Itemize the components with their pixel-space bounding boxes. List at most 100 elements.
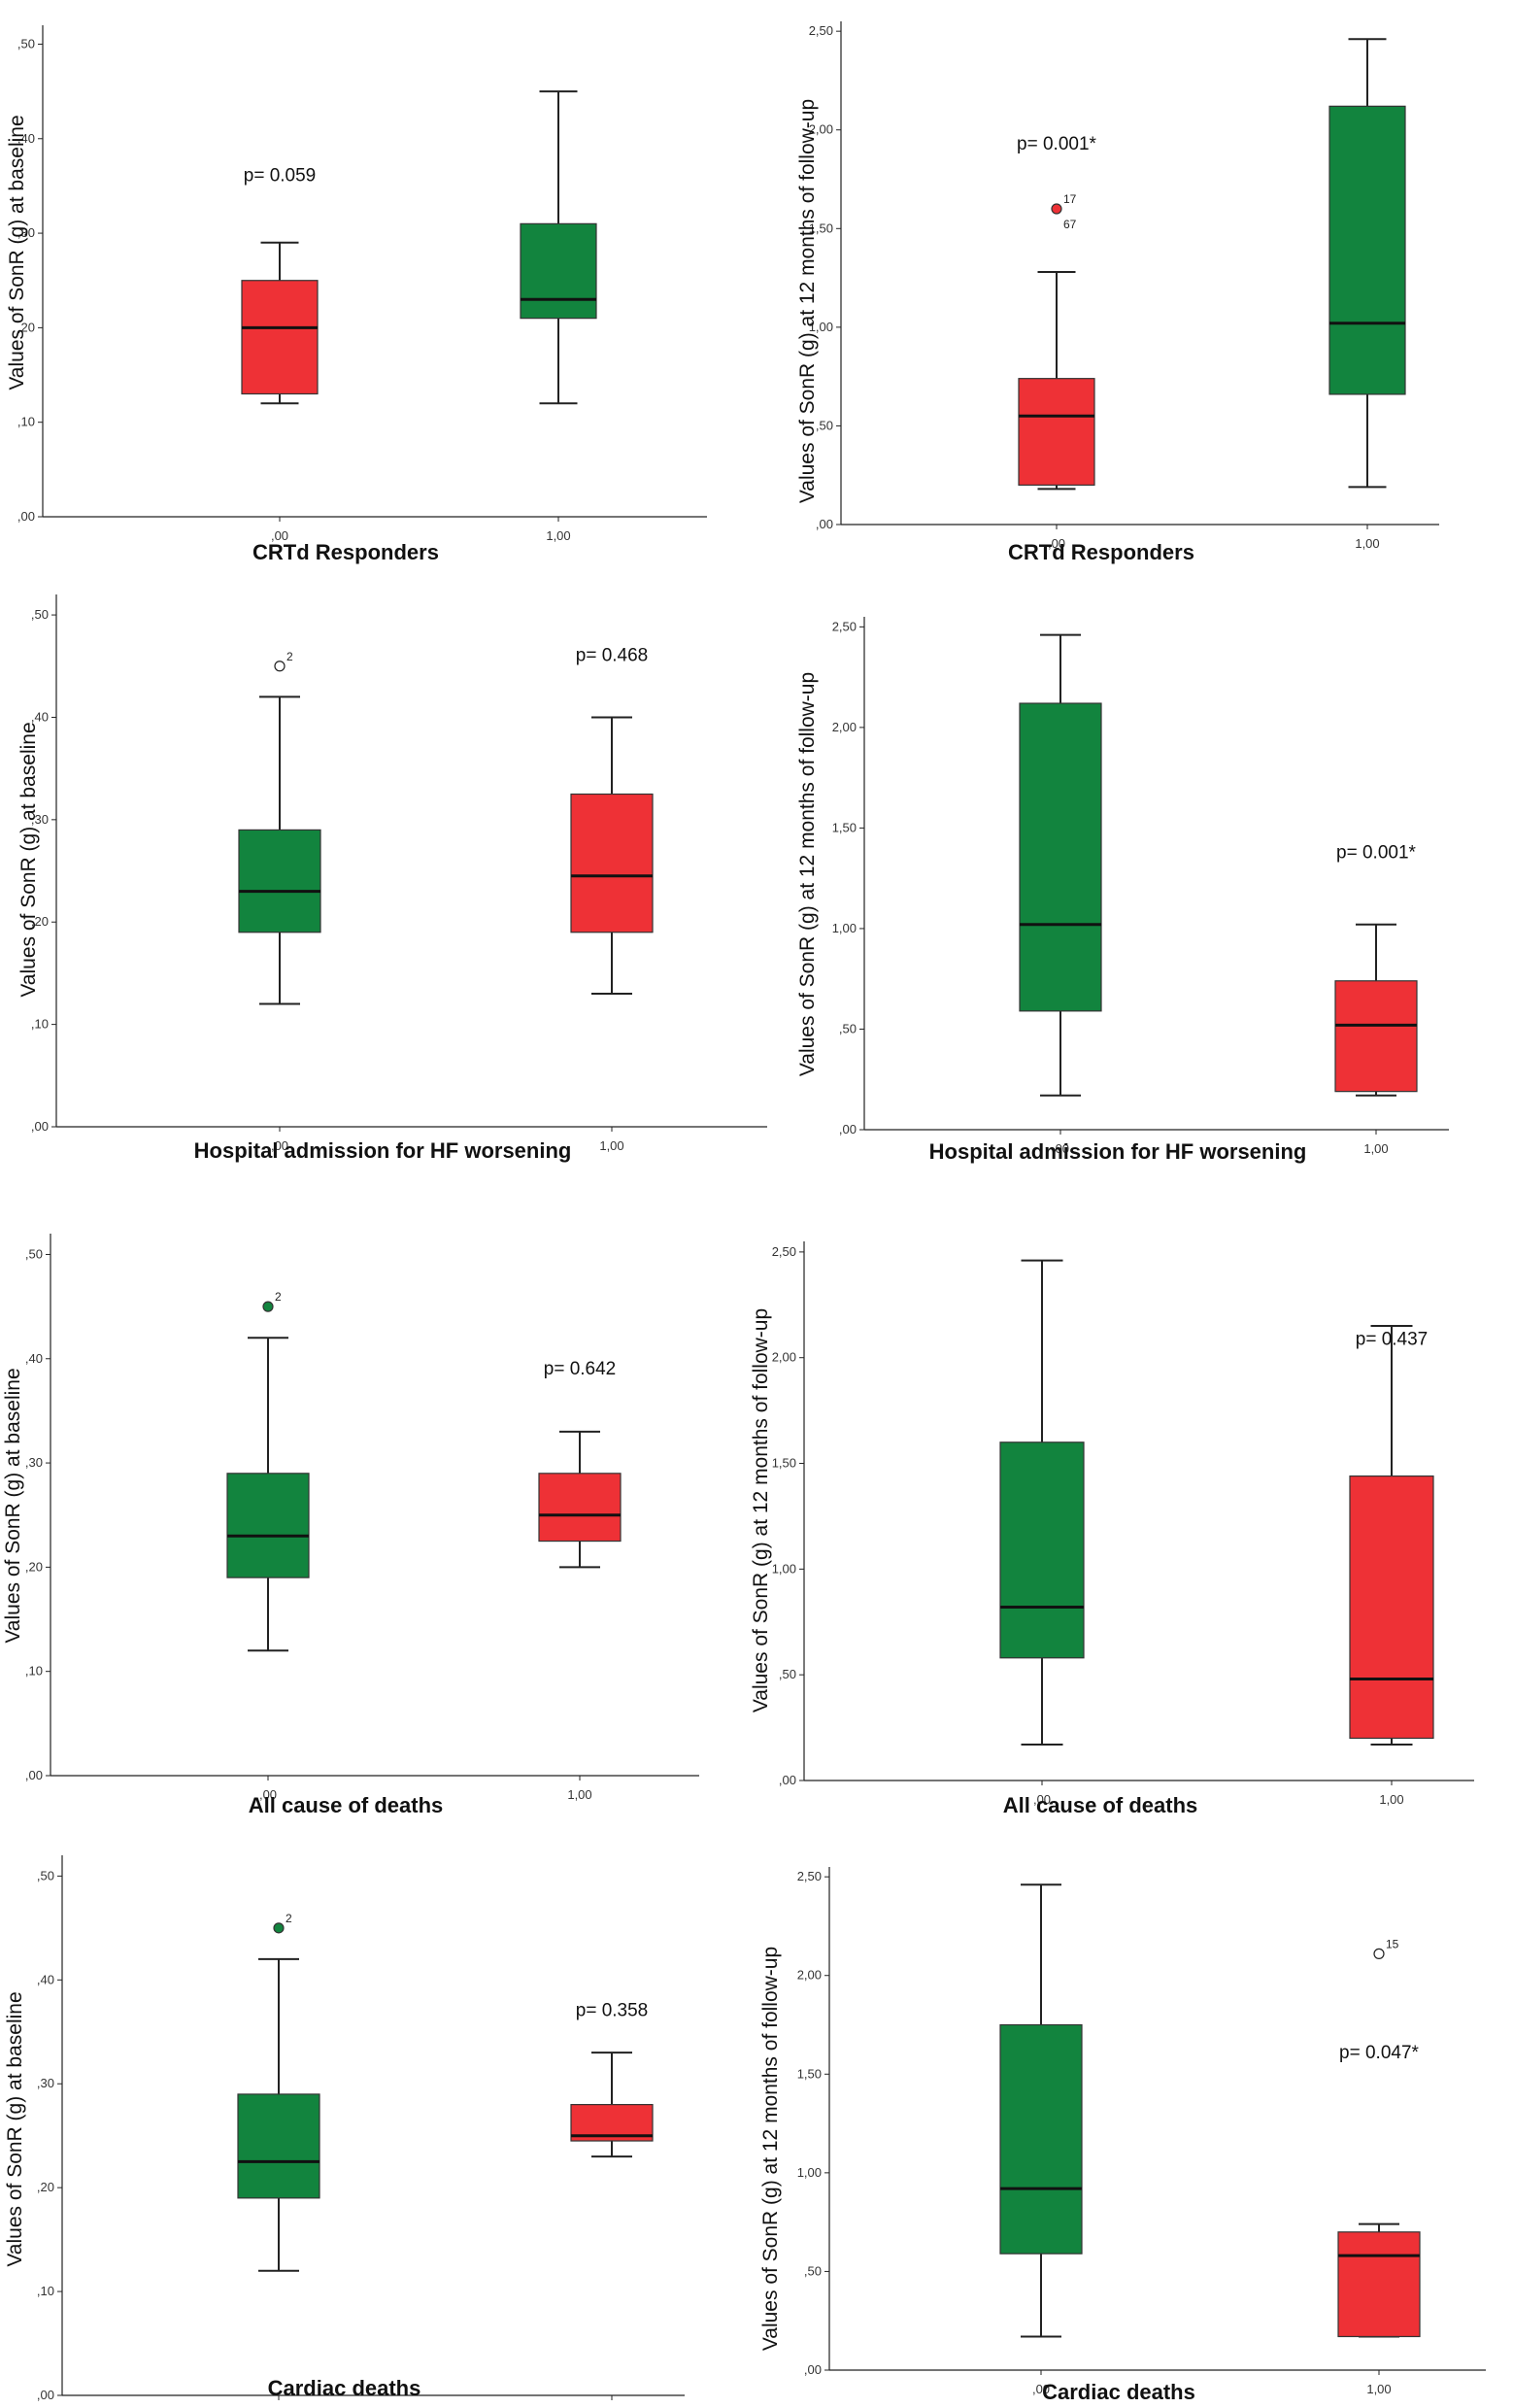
y-tick-label: ,40: [37, 1972, 54, 1986]
y-tick-label: 1,50: [772, 1456, 796, 1471]
p-value-label: p= 0.642: [544, 1359, 617, 1379]
y-tick-label: ,00: [37, 2388, 54, 2402]
y-tick-label: 1,00: [832, 921, 857, 935]
y-tick-label: ,40: [17, 131, 35, 146]
x-tick-label: ,00: [1033, 1792, 1051, 1807]
outlier-point: [1373, 1948, 1385, 1959]
p-value-label: p= 0.358: [576, 2001, 649, 2021]
box-red: [538, 1430, 622, 1569]
boxplot-panel-2: ,00 ,50 1,00 1,50 2,00 2,50 ,00 1,00 CRTd Respon…: [796, 21, 1439, 564]
box-green: 2: [238, 650, 321, 1005]
p-value-label: p= 0.047*: [1339, 2043, 1419, 2063]
y-tick-label: ,10: [17, 415, 35, 429]
y-tick-label: ,20: [37, 2180, 54, 2194]
y-tick-label: ,50: [17, 36, 35, 51]
y-tick-label: ,50: [804, 2263, 822, 2278]
y-tick-label: ,50: [25, 1246, 43, 1261]
y-tick-label: ,10: [25, 1664, 43, 1679]
x-tick-label: ,00: [271, 1138, 288, 1153]
y-tick-label: 2,00: [809, 122, 833, 137]
iqr-box: [241, 280, 319, 395]
outlier-point: [1051, 203, 1062, 215]
y-axis-label: Values of SonR (g) at 12 months of follo…: [750, 1308, 772, 1713]
y-tick-label: 1,50: [809, 220, 833, 235]
y-tick-label: 1,00: [809, 320, 833, 334]
y-tick-label: 1,50: [832, 820, 857, 834]
y-tick-label: 1,50: [797, 2066, 822, 2081]
x-tick-label: 1,00: [1355, 536, 1379, 551]
y-tick-label: ,20: [17, 320, 35, 334]
x-tick-label: 1,00: [546, 528, 570, 543]
box-red: [1334, 923, 1418, 1097]
x-axis-label: Hospital admission for HF worsening: [929, 1139, 1307, 1164]
iqr-box: [570, 793, 654, 933]
x-axis-label: Cardiac deaths: [268, 2376, 421, 2400]
y-tick-label: 1,00: [772, 1561, 796, 1576]
outlier-label: 17: [1063, 192, 1077, 206]
y-tick-label: ,30: [25, 1455, 43, 1470]
x-tick-label: ,00: [1032, 2382, 1050, 2396]
iqr-box: [226, 1473, 310, 1578]
x-tick-label: ,00: [271, 528, 288, 543]
x-tick-label: ,00: [259, 1787, 277, 1802]
x-tick-label: 1,00: [1366, 2382, 1391, 2396]
x-axis-label: CRTd Responders: [1008, 540, 1194, 564]
y-tick-label: 2,00: [772, 1350, 796, 1365]
y-tick-label: ,00: [25, 1768, 43, 1782]
y-tick-label: ,10: [37, 2284, 54, 2298]
y-tick-label: ,40: [25, 1351, 43, 1366]
y-axis-label: Values of SonR (g) at baseline: [17, 722, 40, 997]
y-tick-label: ,00: [17, 509, 35, 524]
iqr-box: [1019, 702, 1102, 1012]
y-tick-label: 2,00: [832, 720, 857, 734]
p-value-label: p= 0.059: [244, 166, 317, 187]
iqr-box: [1018, 378, 1095, 486]
y-tick-label: 2,50: [809, 23, 833, 38]
p-value-label: p= 0.001*: [1336, 842, 1416, 863]
y-tick-label: ,10: [31, 1017, 49, 1032]
y-tick-label: ,30: [31, 812, 49, 827]
box-green: [1328, 38, 1406, 489]
y-tick-label: 1,00: [797, 2165, 822, 2180]
y-tick-label: ,00: [779, 1773, 796, 1787]
y-tick-label: ,20: [31, 914, 49, 929]
boxplot-panel-3: ,00 ,10 ,20 ,30 ,40 ,50 ,00 1,00 Hospital admiss…: [17, 594, 767, 1163]
outlier-label: 15: [1386, 1937, 1399, 1950]
box-red: [570, 716, 654, 995]
y-tick-label: ,50: [37, 1868, 54, 1882]
outlier-point: [274, 661, 286, 672]
p-value-label: p= 0.468: [576, 646, 649, 666]
iqr-box: [520, 222, 597, 320]
iqr-box: [999, 2023, 1083, 2255]
box-green: [999, 1259, 1085, 1746]
y-tick-label: ,40: [31, 709, 49, 724]
x-axis-label: Hospital admission for HF worsening: [194, 1138, 572, 1163]
y-tick-label: ,00: [839, 1122, 857, 1136]
x-axis-label: All cause of deaths: [249, 1793, 444, 1817]
y-axis-label: Values of SonR (g) at baseline: [4, 1991, 26, 2266]
iqr-box: [1334, 980, 1418, 1093]
x-axis-label: CRTd Responders: [252, 540, 439, 564]
box-green: 2: [226, 1290, 310, 1652]
p-value-label: p= 0.001*: [1017, 134, 1096, 154]
x-tick-label: ,00: [1052, 1141, 1069, 1156]
x-tick-label: 1,00: [1379, 1792, 1403, 1807]
iqr-box: [1337, 2231, 1421, 2338]
y-axis-label: Values of SonR (g) at baseline: [2, 1368, 24, 1643]
boxplot-panel-4: ,00 ,50 1,00 1,50 2,00 2,50 ,00 1,00 Hospital ad…: [796, 617, 1449, 1164]
y-tick-label: 2,50: [832, 619, 857, 633]
y-tick-label: ,00: [804, 2362, 822, 2377]
iqr-box: [538, 1473, 622, 1543]
y-axis-label: Values of SonR (g) at baseline: [6, 115, 28, 390]
box-red: [241, 241, 319, 405]
iqr-box: [237, 2093, 320, 2199]
y-tick-label: ,00: [816, 517, 833, 531]
x-tick-label: ,00: [1048, 536, 1065, 551]
iqr-box: [999, 1441, 1085, 1659]
iqr-box: [238, 829, 321, 933]
outlier-point: [262, 1301, 274, 1312]
y-tick-label: ,50: [816, 418, 833, 432]
y-tick-label: ,50: [839, 1021, 857, 1035]
